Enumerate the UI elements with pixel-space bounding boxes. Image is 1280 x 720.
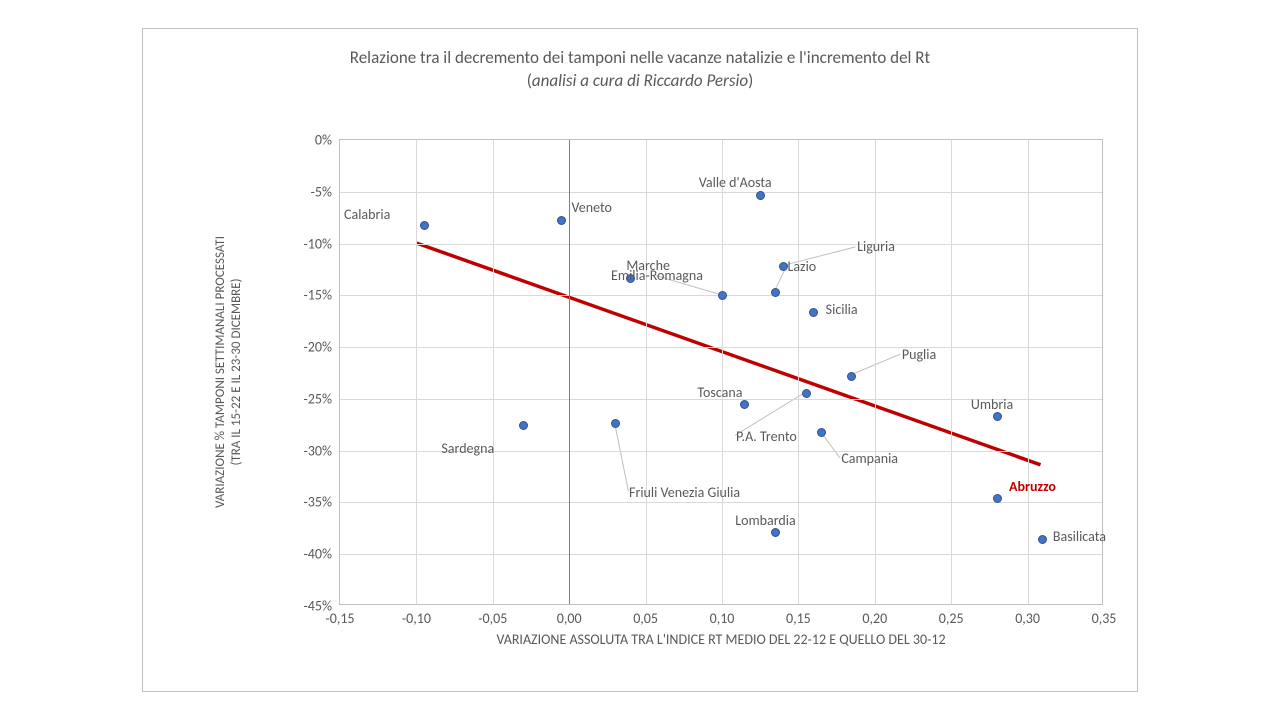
y-tick: -35% <box>304 494 341 511</box>
data-label: Puglia <box>902 348 936 362</box>
data-label: Liguria <box>857 240 895 254</box>
data-label: Lombardia <box>735 514 795 528</box>
chart-title-line1: Relazione tra il decremento dei tamponi … <box>143 47 1137 70</box>
data-point <box>802 389 811 398</box>
data-label: P.A. Trento <box>736 430 797 444</box>
gridline-h <box>340 244 1102 245</box>
data-point <box>847 372 856 381</box>
gridline-v <box>646 140 647 604</box>
y-tick: -15% <box>304 287 341 304</box>
y-tick: -30% <box>304 442 341 459</box>
plot-area: 0%-5%-10%-15%-20%-25%-30%-35%-40%-45%-0,… <box>339 139 1103 605</box>
x-tick: 0,00 <box>557 604 582 627</box>
data-label: Basilicata <box>1053 530 1106 544</box>
chart-frame: Relazione tra il decremento dei tamponi … <box>142 28 1138 692</box>
data-label: Sicilia <box>826 303 858 317</box>
trendline <box>417 243 1041 465</box>
y-tick: 0% <box>315 132 340 149</box>
data-point <box>519 421 528 430</box>
x-tick: -0,15 <box>325 604 354 627</box>
data-point <box>756 191 765 200</box>
gridline-h <box>340 502 1102 503</box>
x-tick: 0,35 <box>1092 604 1117 627</box>
data-label: Veneto <box>572 201 612 215</box>
gridline-h <box>340 347 1102 348</box>
gridline-v <box>951 140 952 604</box>
gridline-v <box>722 140 723 604</box>
data-point <box>993 494 1002 503</box>
data-label: Sardegna <box>441 442 494 456</box>
data-label: Umbria <box>971 398 1013 412</box>
gridline-v <box>798 140 799 604</box>
data-label: Calabria <box>344 208 390 222</box>
y-tick: -40% <box>304 546 341 563</box>
x-tick: 0,15 <box>786 604 811 627</box>
data-label: Emilia-Romagna <box>611 269 703 283</box>
trend-overlay <box>340 140 1102 604</box>
x-tick: 0,05 <box>633 604 658 627</box>
data-label: Abruzzo <box>1009 480 1056 494</box>
data-label: Lazio <box>787 260 816 274</box>
gridline-v <box>1028 140 1029 604</box>
chart-title: Relazione tra il decremento dei tamponi … <box>143 47 1137 93</box>
y-tick: -5% <box>311 183 340 200</box>
data-point <box>557 216 566 225</box>
data-label: Toscana <box>697 386 742 400</box>
data-label: Valle d'Aosta <box>699 176 772 190</box>
gridline-h <box>340 554 1102 555</box>
x-tick: 0,30 <box>1015 604 1040 627</box>
y-tick: -10% <box>304 235 341 252</box>
chart-title-author: analisi a cura di Riccardo Persio <box>532 70 748 91</box>
y-tick: -25% <box>304 390 341 407</box>
gridline-v <box>493 140 494 604</box>
x-axis-title: VARIAZIONE ASSOLUTA TRA L'INDICE RT MEDI… <box>339 631 1103 648</box>
data-point <box>718 291 727 300</box>
data-label: Friuli Venezia Giulia <box>629 486 740 500</box>
zero-line <box>569 140 570 604</box>
x-tick: 0,20 <box>862 604 887 627</box>
x-tick: -0,05 <box>478 604 507 627</box>
gridline-v <box>416 140 417 604</box>
leader-line <box>614 423 628 492</box>
chart-title-line2: (analisi a cura di Riccardo Persio) <box>143 70 1137 93</box>
gridline-v <box>875 140 876 604</box>
y-axis-title: VARIAZIONE % TAMPONI SETTIMANALI PROCESS… <box>213 139 253 605</box>
data-point <box>779 262 788 271</box>
data-point <box>771 288 780 297</box>
data-point <box>1038 535 1047 544</box>
data-point <box>420 221 429 230</box>
y-tick: -20% <box>304 339 341 356</box>
gridline-h <box>340 192 1102 193</box>
data-point <box>817 428 826 437</box>
data-point <box>809 308 818 317</box>
x-tick: -0,10 <box>402 604 431 627</box>
x-tick: 0,25 <box>939 604 964 627</box>
data-label: Campania <box>841 452 898 466</box>
x-tick: 0,10 <box>710 604 735 627</box>
leader-lines <box>340 140 1102 604</box>
data-point <box>611 419 620 428</box>
